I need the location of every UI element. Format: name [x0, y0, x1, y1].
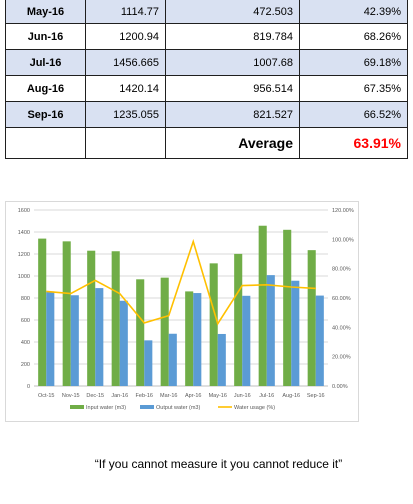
output-bar: [315, 295, 324, 386]
output-bar: [242, 295, 251, 386]
y-tick-label: 800: [21, 296, 30, 302]
x-tick-label: Oct-15: [38, 393, 55, 399]
x-tick-label: Jul-16: [259, 393, 274, 399]
empty-cell: [5, 127, 86, 159]
y2-tick-label: 80.00%: [332, 267, 351, 273]
output-bar: [144, 340, 153, 386]
y-tick-label: 1000: [18, 274, 30, 280]
y2-tick-label: 60.00%: [332, 296, 351, 302]
output-bar: [95, 288, 104, 386]
empty-cell: [85, 127, 166, 159]
output-bar: [168, 333, 177, 386]
input-bar: [38, 238, 47, 386]
x-tick-label: Nov-15: [62, 393, 80, 399]
x-tick-label: May-16: [209, 393, 227, 399]
output-cell: 1007.68: [165, 49, 300, 76]
input-bar: [283, 229, 292, 386]
quote-text: “If you cannot measure it you cannot red…: [94, 457, 343, 471]
input-bar: [136, 279, 145, 386]
x-tick-label: Feb-16: [136, 393, 153, 399]
table-row: Jul-16 1456.665 1007.68 69.18%: [5, 49, 408, 76]
month-cell: Sep-16: [5, 101, 86, 128]
average-label: Average: [165, 127, 300, 159]
table-row: Jun-16 1200.94 819.784 68.26%: [5, 23, 408, 50]
y-tick-label: 400: [21, 340, 30, 346]
table-row: Aug-16 1420.14 956.514 67.35%: [5, 75, 408, 102]
output-bar: [70, 295, 79, 386]
output-cell: 472.503: [165, 0, 300, 24]
chart-svg: 0 200 400 600 800 1000 1200 1400 1600 0.00% 20.00%…: [18, 208, 354, 411]
output-bar: [266, 275, 275, 386]
usage-cell: 67.35%: [299, 75, 408, 102]
output-cell: 821.527: [165, 101, 300, 128]
x-tick-label: Apr-16: [185, 393, 202, 399]
legend-label: Output water (m3): [156, 405, 200, 411]
water-chart: 0 200 400 600 800 1000 1200 1400 1600 0.00% 20.00%…: [5, 201, 359, 422]
x-tick-label: Jun-16: [234, 393, 251, 399]
usage-line: [46, 238, 316, 326]
output-bar: [193, 293, 202, 386]
table-row: Sep-16 1235.055 821.527 66.52%: [5, 101, 408, 128]
input-bar: [209, 263, 218, 386]
legend-swatch: [70, 405, 84, 409]
legend-label: Input water (m3): [86, 405, 126, 411]
month-cell: Jun-16: [5, 23, 86, 50]
input-bar: [160, 277, 169, 386]
y2-tick-label: 120.00%: [332, 208, 354, 214]
average-value: 63.91%: [299, 127, 408, 159]
usage-cell: 69.18%: [299, 49, 408, 76]
input-bar: [87, 250, 96, 386]
x-tick-label: Mar-16: [160, 393, 177, 399]
output-bar: [217, 333, 226, 386]
input-bar: [62, 241, 71, 386]
y2-tick-label: 100.00%: [332, 237, 354, 243]
average-row: Average 63.91%: [5, 127, 408, 159]
usage-cell: 66.52%: [299, 101, 408, 128]
y-tick-label: 600: [21, 318, 30, 324]
input-bar: [307, 250, 316, 386]
y-tick-label: 1600: [18, 208, 30, 214]
usage-cell: 68.26%: [299, 23, 408, 50]
month-cell: May-16: [5, 0, 86, 24]
usage-cell: 42.39%: [299, 0, 408, 24]
legend-swatch: [140, 405, 154, 409]
y-tick-label: 1400: [18, 230, 30, 236]
input-cell: 1114.77: [85, 0, 166, 24]
y2-tick-label: 0.00%: [332, 384, 348, 390]
x-tick-label: Jan-16: [111, 393, 128, 399]
table-row: May-16 1114.77 472.503 42.39%: [5, 0, 408, 24]
x-tick-label: Aug-16: [282, 393, 300, 399]
input-bar: [258, 225, 267, 386]
output-bar: [291, 280, 300, 386]
x-tick-label: Sep-16: [307, 393, 325, 399]
output-cell: 956.514: [165, 75, 300, 102]
input-bar: [111, 251, 120, 386]
month-cell: Jul-16: [5, 49, 86, 76]
y-tick-label: 1200: [18, 252, 30, 258]
input-bar: [234, 253, 243, 386]
y2-tick-label: 40.00%: [332, 325, 351, 331]
input-cell: 1235.055: [85, 101, 166, 128]
output-bar: [119, 300, 128, 386]
water-usage-table: May-16 1114.77 472.503 42.39% Jun-16 120…: [5, 0, 408, 159]
input-bar: [185, 291, 194, 386]
legend-label: Water usage (%): [234, 405, 275, 411]
output-cell: 819.784: [165, 23, 300, 50]
y2-tick-label: 20.00%: [332, 355, 351, 361]
x-tick-label: Dec-15: [86, 393, 104, 399]
y-tick-label: 0: [27, 384, 30, 390]
input-cell: 1200.94: [85, 23, 166, 50]
y-tick-label: 200: [21, 362, 30, 368]
input-cell: 1420.14: [85, 75, 166, 102]
input-cell: 1456.665: [85, 49, 166, 76]
output-bar: [46, 291, 55, 386]
month-cell: Aug-16: [5, 75, 86, 102]
